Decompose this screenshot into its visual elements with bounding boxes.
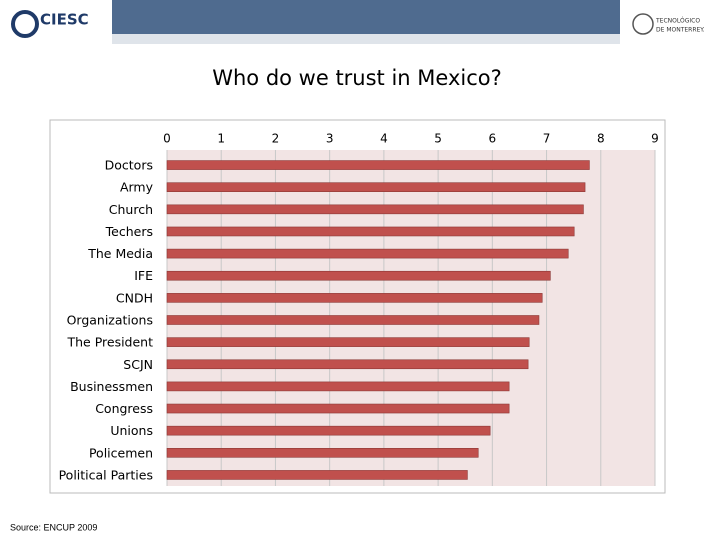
y-tick-label: The President <box>66 335 153 350</box>
y-tick-label: CNDH <box>116 290 153 305</box>
x-tick-label: 5 <box>434 132 442 146</box>
bar <box>166 403 510 414</box>
y-tick-label: Policemen <box>89 445 153 460</box>
x-tick-label: 3 <box>326 132 334 146</box>
bar <box>166 425 491 436</box>
right-logo-line: DE MONTERREY. <box>656 27 705 34</box>
y-tick-label: Doctors <box>105 158 153 173</box>
bar <box>166 204 584 215</box>
left-logo-icon <box>11 10 39 38</box>
header-band <box>112 34 620 44</box>
plot: 0 1 2 3 4 5 6 7 8 9 Doctors Army Church Techers The Me… <box>59 132 659 486</box>
x-tick-label: 0 <box>163 132 171 146</box>
y-tick-label: Techers <box>105 224 153 239</box>
y-tick-label: Political Parties <box>59 467 153 482</box>
y-tick-label: Organizations <box>67 313 153 328</box>
y-tick-label: Unions <box>110 423 153 438</box>
y-tick-label: Army <box>120 180 154 195</box>
y-tick-label: IFE <box>134 268 153 283</box>
bar <box>166 270 551 281</box>
x-tick-label: 1 <box>217 132 225 146</box>
bar <box>166 248 569 259</box>
bar <box>166 447 479 458</box>
bar <box>166 315 540 325</box>
x-tick-label: 7 <box>543 132 551 146</box>
bar <box>166 226 575 237</box>
y-tick-label: Businessmen <box>70 379 153 394</box>
source-note: Source: ENCUP 2009 <box>10 522 97 532</box>
y-tick-label: SCJN <box>123 357 153 372</box>
bar <box>166 293 543 303</box>
x-tick-label: 2 <box>272 132 280 146</box>
x-tick-label: 6 <box>489 132 497 146</box>
left-logo: CIESC <box>40 11 89 29</box>
bar <box>166 381 510 392</box>
right-logo-line: TECNOLÓGICO <box>655 18 700 25</box>
y-tick-label: The Media <box>87 246 153 261</box>
bar <box>166 182 586 192</box>
bar <box>166 337 530 347</box>
bar <box>166 359 529 370</box>
right-logo-icon <box>632 13 654 35</box>
chart-title: Who do we trust in Mexico? <box>212 66 502 90</box>
x-tick-label: 9 <box>651 132 659 146</box>
header-bar <box>112 0 620 34</box>
bar <box>166 470 468 480</box>
y-tick-label: Church <box>109 202 153 217</box>
x-tick-label: 8 <box>597 132 605 146</box>
x-tick-label: 4 <box>380 132 388 146</box>
y-tick-label: Congress <box>95 401 153 416</box>
bar <box>166 160 590 170</box>
